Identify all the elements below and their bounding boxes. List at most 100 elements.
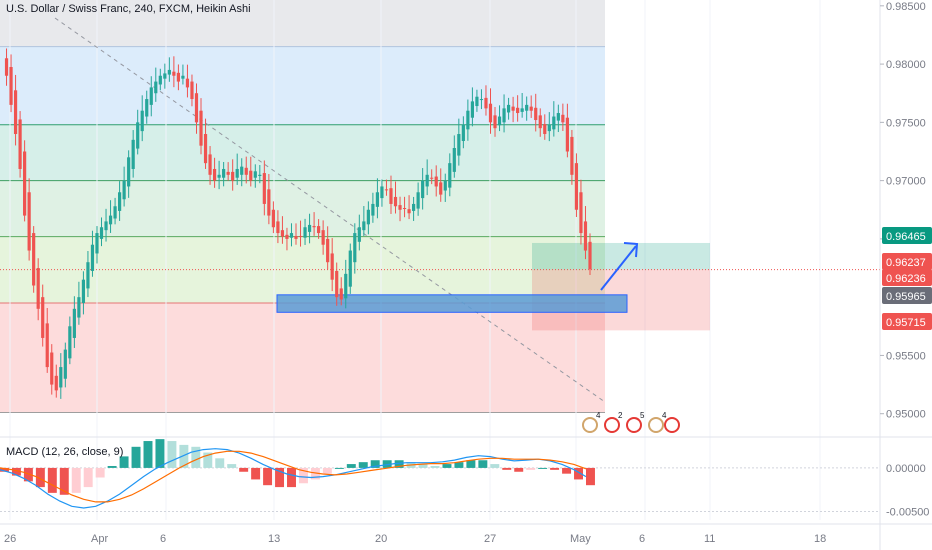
candle-body: [439, 182, 443, 195]
y-tick-label: 0.98000: [886, 59, 926, 71]
candle-body: [466, 110, 470, 130]
macd-line: [0, 448, 587, 509]
candle-body: [244, 167, 248, 175]
macd-histogram-bar: [215, 458, 225, 468]
candle-body: [194, 93, 199, 123]
event-flag-icon: [626, 417, 642, 433]
candle-body: [511, 106, 515, 111]
candle-body: [479, 99, 484, 101]
candle-body: [32, 233, 36, 286]
price-label-tag: [882, 287, 932, 304]
candle-body: [326, 238, 330, 263]
candle-body: [68, 326, 72, 359]
candle-body: [140, 110, 144, 132]
candle-body: [371, 203, 375, 216]
macd-histogram-bar: [454, 462, 464, 468]
event-count: 5: [640, 411, 645, 420]
event-flag-icon: [604, 417, 620, 433]
candle-body: [307, 224, 312, 232]
candle-body: [226, 171, 230, 175]
x-tick-label: 20: [375, 533, 387, 545]
macd-histogram-bar: [526, 467, 536, 470]
candle-body: [99, 227, 104, 239]
macd-histogram-bar: [466, 460, 476, 468]
forecast-arrow-head: [623, 242, 639, 258]
event-flag-icon: [582, 417, 598, 433]
macd-histogram-bar: [586, 467, 595, 486]
candle-body: [203, 134, 208, 164]
candle-body: [448, 163, 452, 188]
candle-body: [50, 352, 54, 385]
macd-histogram-bar: [287, 467, 296, 488]
candle-body: [574, 163, 579, 210]
candle-body: [77, 297, 81, 318]
price-label-tag: [882, 313, 932, 330]
candle-body: [430, 177, 434, 179]
candle-body: [583, 221, 588, 251]
candle-body: [212, 168, 217, 181]
candle-body: [199, 110, 203, 146]
candle-body: [470, 101, 474, 118]
candle-body: [484, 97, 488, 109]
y-tick-label: 0.95500: [886, 350, 926, 362]
candle-body: [72, 308, 76, 338]
candle-body: [561, 114, 565, 123]
candle-body: [497, 116, 502, 126]
candle-body: [27, 192, 31, 251]
candle-body: [543, 124, 547, 135]
x-tick-label: 26: [4, 533, 16, 545]
macd-signal-line: [0, 450, 587, 503]
candle-body: [488, 103, 493, 123]
macd-histogram-bar: [502, 467, 512, 470]
macd-histogram-bar: [370, 460, 380, 468]
candle-body: [434, 176, 438, 187]
fib-band-5: [0, 302, 605, 413]
macd-histogram-bar: [59, 467, 69, 495]
candle-body: [59, 367, 63, 388]
x-tick-label: May: [570, 533, 591, 545]
candle-body: [588, 241, 592, 270]
price-label-tag: [882, 227, 932, 244]
candle-body: [317, 226, 321, 234]
macd-histogram-bar: [275, 467, 285, 488]
candle-body: [312, 226, 316, 228]
candle-body: [136, 122, 140, 149]
candle-body: [172, 71, 176, 76]
candle-body: [570, 136, 574, 175]
event-flag-icon: [664, 417, 680, 433]
candle-body: [525, 104, 529, 111]
macd-histogram-bar: [35, 467, 45, 488]
x-tick-label: Apr: [91, 533, 108, 545]
candle-body: [402, 208, 407, 210]
candle-body: [108, 215, 113, 225]
macd-histogram-bar: [0, 467, 9, 472]
candle-body: [294, 235, 298, 239]
price-label-text: 0.95715: [886, 317, 926, 329]
candle-body: [520, 108, 524, 112]
x-tick-label: 13: [268, 533, 280, 545]
y-tick-label: 0.97000: [886, 176, 926, 188]
candle-body: [425, 174, 429, 187]
candle-body: [276, 221, 280, 234]
candle-body: [4, 58, 9, 76]
price-label-text: 0.96236: [886, 273, 926, 285]
candle-body: [18, 119, 22, 169]
candle-body: [267, 189, 271, 216]
macd-title: MACD (12, 26, close, 9): [6, 446, 124, 458]
candle-body: [380, 186, 384, 199]
candle-body: [262, 173, 266, 204]
fib-band-3: [0, 180, 605, 237]
candle-body: [366, 209, 370, 225]
macd-histogram-bar: [83, 467, 93, 488]
candle-body: [185, 78, 190, 88]
candle-body: [158, 75, 162, 85]
candle-body: [348, 250, 352, 287]
candle-body: [249, 170, 253, 181]
candle-body: [547, 124, 551, 132]
candle-body: [493, 115, 497, 129]
candle-body: [389, 188, 393, 204]
candle-body: [398, 205, 402, 210]
candle-body: [54, 375, 58, 391]
macd-histogram-bar: [239, 467, 249, 472]
